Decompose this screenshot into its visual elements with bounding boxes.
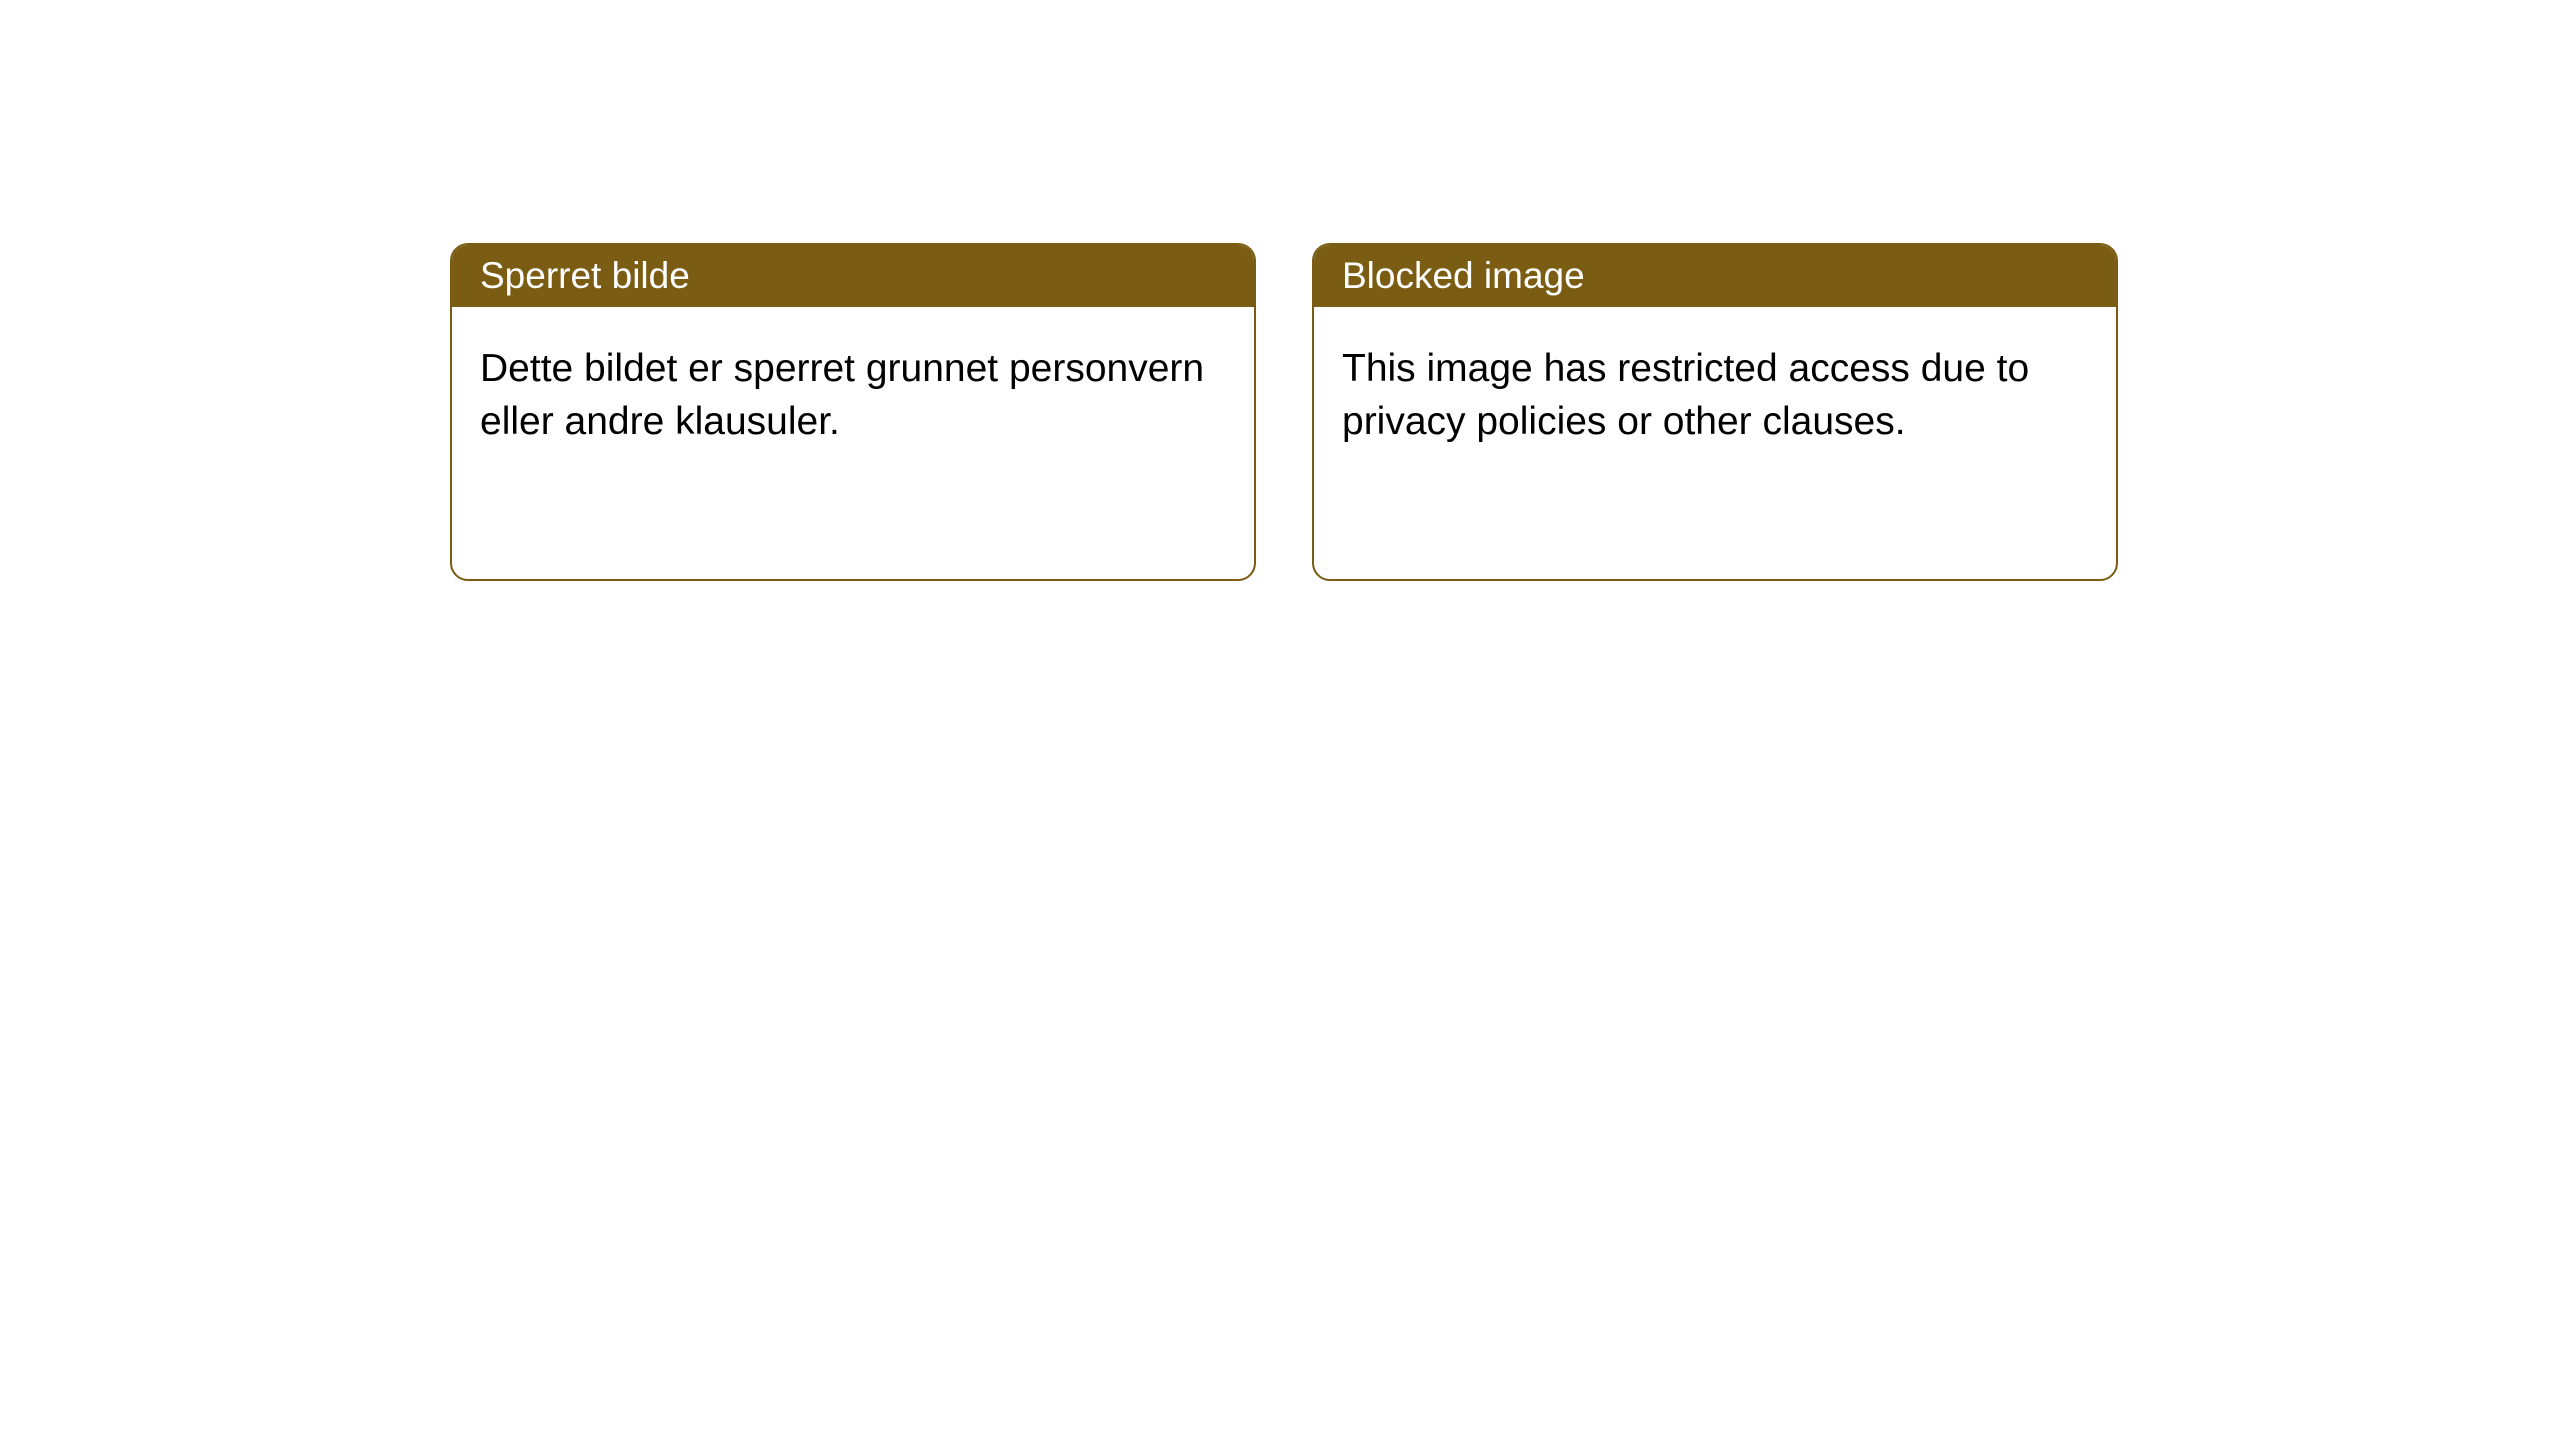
notice-header: Sperret bilde <box>452 245 1254 307</box>
notice-body-text: Dette bildet er sperret grunnet personve… <box>480 347 1204 443</box>
notice-container: Sperret bilde Dette bildet er sperret gr… <box>450 243 2118 581</box>
notice-card-norwegian: Sperret bilde Dette bildet er sperret gr… <box>450 243 1256 581</box>
notice-title: Blocked image <box>1342 255 1585 296</box>
notice-body: Dette bildet er sperret grunnet personve… <box>452 307 1254 484</box>
notice-card-english: Blocked image This image has restricted … <box>1312 243 2118 581</box>
notice-header: Blocked image <box>1314 245 2116 307</box>
notice-body-text: This image has restricted access due to … <box>1342 347 2029 443</box>
notice-body: This image has restricted access due to … <box>1314 307 2116 484</box>
notice-title: Sperret bilde <box>480 255 690 296</box>
